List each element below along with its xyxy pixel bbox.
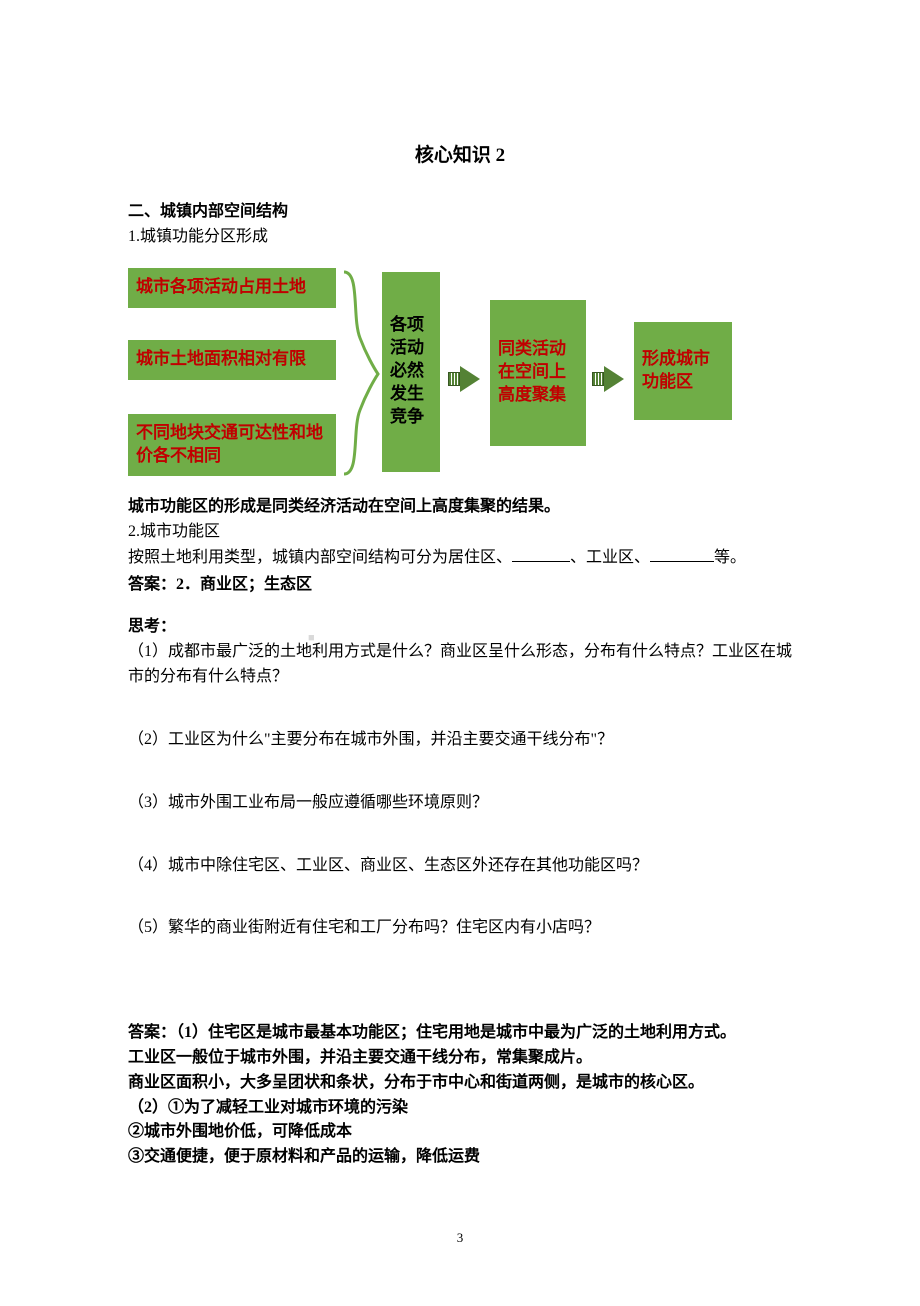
arrow-line-icon [592, 372, 604, 386]
answer-1a: 答案：（1）住宅区是城市最基本功能区；住宅用地是城市中最为广泛的土地利用方式。 [128, 1021, 792, 1046]
answer-2: 答案：2．商业区；生态区 [128, 570, 792, 594]
section-heading: 二、城镇内部空间结构 [128, 197, 792, 221]
node-left-1: 城市各项活动占用土地 [128, 268, 336, 308]
answer-1b: 工业区一般位于城市外围，并沿主要交通干线分布，常集聚成片。 [128, 1046, 792, 1071]
arrow-2 [592, 366, 624, 392]
formation-diagram: 城市各项活动占用土地 城市土地面积相对有限 不同地块交通可达性和地价各不相同 各… [128, 256, 792, 486]
node-right: 形成城市功能区 [634, 322, 732, 420]
item-1-label: 1.城镇功能分区形成 [128, 225, 792, 250]
blank-2 [650, 545, 714, 562]
node-left-2: 城市土地面积相对有限 [128, 340, 336, 380]
item-2-body: 按照土地利用类型，城镇内部空间结构可分为居住区、 、工业区、 等。 [128, 545, 792, 571]
node-mid-2: 同类活动在空间上高度聚集 [490, 300, 586, 446]
question-3: （3）城市外围工业布局一般应遵循哪些环境原则？ [128, 791, 792, 816]
arrow-line-icon [448, 372, 460, 386]
question-1: （1）成都市最广泛的土地利用方式是什么？商业区呈什么形态，分布有什么特点？工业区… [128, 640, 792, 690]
item-2-label: 2.城市功能区 [128, 520, 792, 545]
answers-block: 答案：（1）住宅区是城市最基本功能区；住宅用地是城市中最为广泛的土地利用方式。 … [128, 1021, 792, 1170]
diagram-caption: 城市功能区的形成是同类经济活动在空间上高度集聚的结果。 [128, 492, 792, 516]
item-2-text-b: 、工业区、 [570, 549, 650, 566]
page-title: 核心知识 2 [128, 140, 792, 167]
blank-1 [512, 545, 570, 562]
answer-2a: （2）①为了减轻工业对城市环境的污染 [128, 1096, 792, 1121]
arrow-head-icon [460, 366, 480, 392]
arrow-head-icon [604, 366, 624, 392]
answer-2c: ③交通便捷，便于原材料和产品的运输，降低运费 [128, 1145, 792, 1170]
watermark: ■ [308, 632, 316, 644]
brace-icon [340, 268, 380, 478]
node-mid-1: 各项活动必然发生竞争 [382, 272, 440, 472]
item-2-text-a: 按照土地利用类型，城镇内部空间结构可分为居住区、 [128, 549, 512, 566]
question-5: （5）繁华的商业街附近有住宅和工厂分布吗？住宅区内有小店吗？ [128, 916, 792, 941]
answer-1c: 商业区面积小，大多呈团状和条状，分布于市中心和街道两侧，是城市的核心区。 [128, 1071, 792, 1096]
arrow-1 [448, 366, 480, 392]
node-left-3: 不同地块交通可达性和地价各不相同 [128, 414, 336, 476]
question-2: （2）工业区为什么"主要分布在城市外围，并沿主要交通干线分布"？ [128, 728, 792, 753]
answer-2b: ②城市外围地价低，可降低成本 [128, 1120, 792, 1145]
page-number: 3 [128, 1230, 792, 1246]
document-page: 核心知识 2 二、城镇内部空间结构 1.城镇功能分区形成 城市各项活动占用土地 … [0, 0, 920, 1306]
think-label: 思考： [128, 612, 792, 636]
answer-1a-text: 答案：（1）住宅区是城市最基本功能区；住宅用地是城市中最为广泛的土地利用方式。 [128, 1024, 736, 1041]
question-4: （4）城市中除住宅区、工业区、商业区、生态区外还存在其他功能区吗？ [128, 854, 792, 879]
item-2-text-c: 等。 [714, 549, 746, 566]
